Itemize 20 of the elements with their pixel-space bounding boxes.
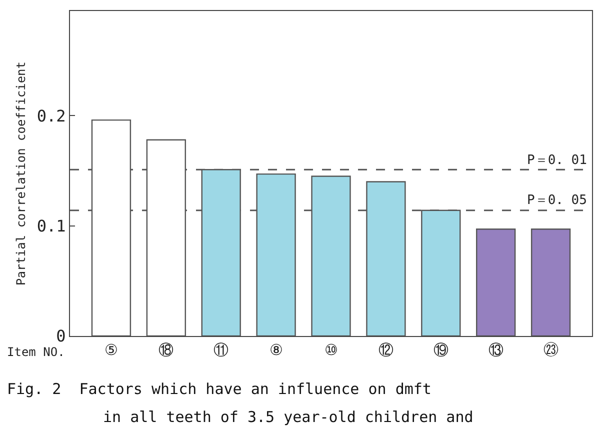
x-tick-label: ⑤ xyxy=(104,341,118,359)
caption: Fig. 2 Factors which have an influence on dmft xyxy=(7,380,432,398)
x-tick-label: ⑱ xyxy=(158,341,174,359)
y-tick-label: 0.2 xyxy=(36,106,66,126)
y-tick-label: 0 xyxy=(56,326,66,346)
x-tick-label: ⑩ xyxy=(324,341,338,359)
x-tick-label: ⑲ xyxy=(433,341,448,359)
bar xyxy=(530,228,571,336)
text: in all teeth of 3.5 year-old children and xyxy=(103,408,474,426)
x-axis-title: Item NO. xyxy=(7,345,65,359)
x-tick-label: ⑪ xyxy=(214,341,229,359)
bar xyxy=(476,228,516,336)
ref-line-label: P＝0. 05 xyxy=(527,193,587,208)
y-tick-label: 0.1 xyxy=(36,216,66,236)
ref-line-label: P＝0. 01 xyxy=(527,153,587,168)
x-tick-label: ⑫ xyxy=(378,341,394,359)
x-tick-label: ⑬ xyxy=(488,341,504,359)
x-tick-label: ㉓ xyxy=(543,341,558,359)
x-tick-label: ⑧ xyxy=(270,341,283,359)
y-axis-title: Partial correlation coefficient xyxy=(14,62,28,286)
